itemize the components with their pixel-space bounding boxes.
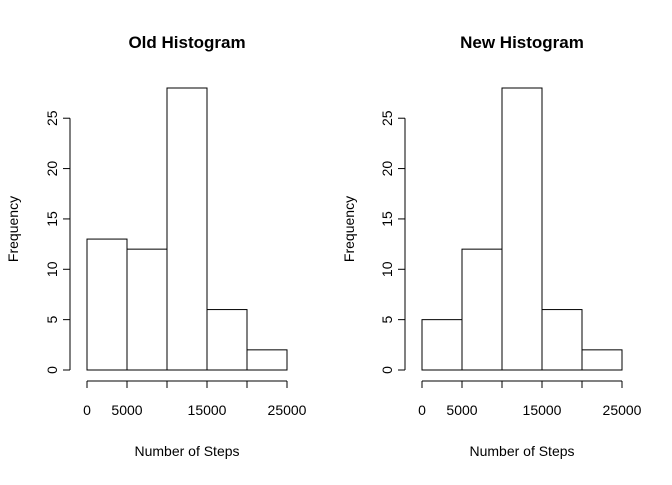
y-axis-label: Frequency: [5, 196, 21, 262]
y-tick-label: 10: [379, 261, 395, 277]
x-axis-label: Number of Steps: [469, 443, 574, 459]
histogram-bar-3: [206, 309, 248, 371]
y-tick-label: 0: [44, 366, 60, 374]
histogram-bar-1: [126, 248, 168, 371]
histogram-bar-0: [86, 238, 128, 371]
x-axis-label: Number of Steps: [134, 443, 239, 459]
histogram-bar-2: [501, 87, 543, 371]
y-tick-label: 5: [44, 316, 60, 324]
y-tick-label: 15: [44, 211, 60, 227]
y-tick-label: 25: [379, 110, 395, 126]
chart-title: Old Histogram: [128, 33, 245, 52]
y-tick-label: 15: [379, 211, 395, 227]
x-tick-label: 15000: [523, 402, 562, 418]
chart-title: New Histogram: [460, 33, 584, 52]
x-tick-label: 0: [418, 402, 426, 418]
histogram-bar-2: [166, 87, 208, 371]
y-axis-label: Frequency: [341, 196, 357, 262]
x-tick-label: 15000: [188, 402, 227, 418]
histogram-bar-3: [541, 309, 583, 371]
x-tick-label: 5000: [446, 402, 477, 418]
y-tick-label: 10: [44, 261, 60, 277]
y-tick-label: 20: [379, 161, 395, 177]
y-tick-label: 20: [44, 161, 60, 177]
x-tick-label: 25000: [268, 402, 307, 418]
y-tick-label: 0: [379, 366, 395, 374]
x-tick-label: 25000: [603, 402, 642, 418]
histogram-bar-0: [421, 319, 463, 371]
y-tick-label: 5: [379, 316, 395, 324]
x-tick-label: 0: [83, 402, 91, 418]
histogram-bar-1: [461, 248, 503, 371]
y-tick-label: 25: [44, 110, 60, 126]
histogram-bar-4: [581, 349, 623, 371]
histogram-bar-4: [246, 349, 288, 371]
x-tick-label: 5000: [111, 402, 142, 418]
